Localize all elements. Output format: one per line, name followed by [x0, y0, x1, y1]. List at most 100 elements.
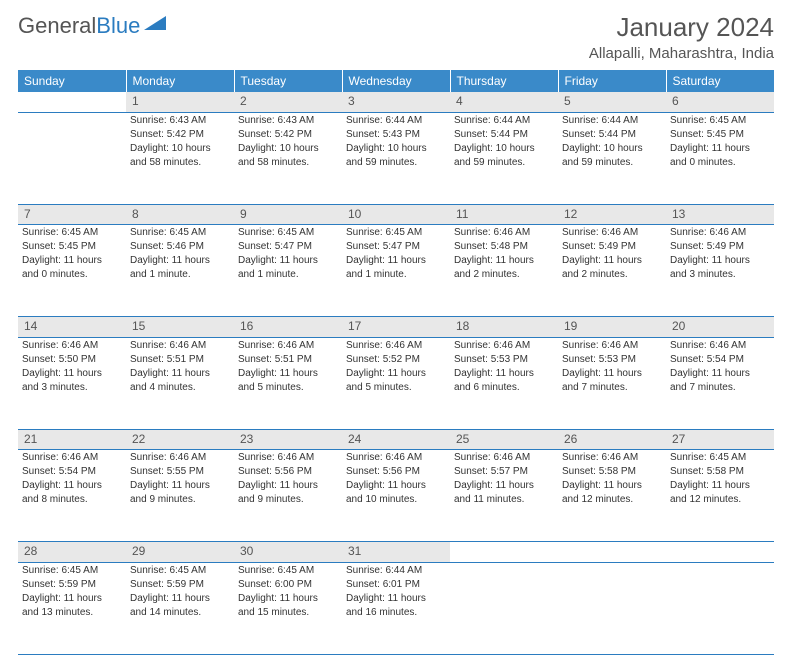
weekday-header: Tuesday [234, 70, 342, 92]
daylight-text: and 3 minutes. [670, 268, 770, 281]
sunrise-text: Sunrise: 6:45 AM [22, 226, 122, 239]
day-info-cell: Sunrise: 6:46 AMSunset: 5:49 PMDaylight:… [558, 225, 666, 317]
day-number-cell: 17 [342, 317, 450, 338]
daylight-text: Daylight: 11 hours [22, 254, 122, 267]
daylight-text: Daylight: 11 hours [670, 142, 770, 155]
day-number-cell: 6 [666, 92, 774, 112]
sunrise-text: Sunrise: 6:46 AM [238, 451, 338, 464]
sunrise-text: Sunrise: 6:46 AM [562, 226, 662, 239]
day-info-cell: Sunrise: 6:46 AMSunset: 5:56 PMDaylight:… [234, 450, 342, 542]
sunrise-text: Sunrise: 6:46 AM [130, 339, 230, 352]
day-info-cell: Sunrise: 6:45 AMSunset: 5:46 PMDaylight:… [126, 225, 234, 317]
daylight-text: and 7 minutes. [562, 381, 662, 394]
calendar-table: Sunday Monday Tuesday Wednesday Thursday… [18, 70, 774, 655]
day-number-cell [450, 542, 558, 563]
day-info-row: Sunrise: 6:46 AMSunset: 5:54 PMDaylight:… [18, 450, 774, 542]
day-info-cell: Sunrise: 6:46 AMSunset: 5:53 PMDaylight:… [450, 337, 558, 429]
day-info-cell: Sunrise: 6:45 AMSunset: 5:47 PMDaylight:… [342, 225, 450, 317]
sunrise-text: Sunrise: 6:45 AM [346, 226, 446, 239]
sunrise-text: Sunrise: 6:46 AM [670, 226, 770, 239]
sunrise-text: Sunrise: 6:45 AM [238, 564, 338, 577]
sunset-text: Sunset: 6:00 PM [238, 578, 338, 591]
sunrise-text: Sunrise: 6:46 AM [22, 339, 122, 352]
daylight-text: and 1 minute. [238, 268, 338, 281]
sunrise-text: Sunrise: 6:43 AM [238, 114, 338, 127]
sunset-text: Sunset: 5:51 PM [130, 353, 230, 366]
day-number-cell: 27 [666, 429, 774, 450]
day-number-cell: 2 [234, 92, 342, 112]
sunrise-text: Sunrise: 6:46 AM [22, 451, 122, 464]
logo-triangle-icon [144, 12, 166, 30]
daylight-text: and 0 minutes. [670, 156, 770, 169]
daylight-text: and 0 minutes. [22, 268, 122, 281]
day-number-cell: 11 [450, 204, 558, 225]
day-info-cell: Sunrise: 6:46 AMSunset: 5:54 PMDaylight:… [18, 450, 126, 542]
sunrise-text: Sunrise: 6:46 AM [562, 339, 662, 352]
daylight-text: and 5 minutes. [346, 381, 446, 394]
sunrise-text: Sunrise: 6:45 AM [238, 226, 338, 239]
day-info-cell: Sunrise: 6:46 AMSunset: 5:55 PMDaylight:… [126, 450, 234, 542]
daylight-text: and 13 minutes. [22, 606, 122, 619]
logo: GeneralBlue [18, 12, 166, 40]
day-info-cell [558, 562, 666, 654]
sunrise-text: Sunrise: 6:46 AM [346, 339, 446, 352]
day-info-row: Sunrise: 6:45 AMSunset: 5:59 PMDaylight:… [18, 562, 774, 654]
sunrise-text: Sunrise: 6:46 AM [130, 451, 230, 464]
daylight-text: Daylight: 11 hours [454, 479, 554, 492]
sunset-text: Sunset: 5:47 PM [346, 240, 446, 253]
day-info-cell: Sunrise: 6:43 AMSunset: 5:42 PMDaylight:… [234, 112, 342, 204]
sunset-text: Sunset: 5:47 PM [238, 240, 338, 253]
daylight-text: Daylight: 11 hours [130, 479, 230, 492]
day-info-cell: Sunrise: 6:45 AMSunset: 5:45 PMDaylight:… [666, 112, 774, 204]
day-info-cell [450, 562, 558, 654]
sunrise-text: Sunrise: 6:43 AM [130, 114, 230, 127]
daylight-text: and 7 minutes. [670, 381, 770, 394]
day-info-cell: Sunrise: 6:46 AMSunset: 5:53 PMDaylight:… [558, 337, 666, 429]
sunrise-text: Sunrise: 6:46 AM [238, 339, 338, 352]
day-number-row: 28293031 [18, 542, 774, 563]
daylight-text: and 59 minutes. [562, 156, 662, 169]
month-title: January 2024 [589, 12, 774, 43]
sunrise-text: Sunrise: 6:44 AM [346, 564, 446, 577]
day-number-cell: 26 [558, 429, 666, 450]
daylight-text: Daylight: 11 hours [562, 479, 662, 492]
daylight-text: and 1 minute. [130, 268, 230, 281]
daylight-text: Daylight: 10 hours [238, 142, 338, 155]
daylight-text: Daylight: 11 hours [22, 592, 122, 605]
location-title: Allapalli, Maharashtra, India [589, 45, 774, 62]
day-number-cell: 14 [18, 317, 126, 338]
day-number-cell: 31 [342, 542, 450, 563]
daylight-text: Daylight: 11 hours [238, 479, 338, 492]
sunset-text: Sunset: 5:53 PM [562, 353, 662, 366]
daylight-text: Daylight: 11 hours [130, 367, 230, 380]
sunset-text: Sunset: 5:45 PM [670, 128, 770, 141]
day-number-cell: 29 [126, 542, 234, 563]
sunrise-text: Sunrise: 6:44 AM [346, 114, 446, 127]
daylight-text: and 6 minutes. [454, 381, 554, 394]
day-info-cell [666, 562, 774, 654]
sunset-text: Sunset: 6:01 PM [346, 578, 446, 591]
weekday-header: Friday [558, 70, 666, 92]
daylight-text: Daylight: 10 hours [346, 142, 446, 155]
sunrise-text: Sunrise: 6:46 AM [562, 451, 662, 464]
logo-text-general: General [18, 13, 96, 39]
sunset-text: Sunset: 5:46 PM [130, 240, 230, 253]
day-number-cell: 25 [450, 429, 558, 450]
daylight-text: Daylight: 11 hours [454, 367, 554, 380]
day-info-cell: Sunrise: 6:46 AMSunset: 5:54 PMDaylight:… [666, 337, 774, 429]
day-number-cell: 18 [450, 317, 558, 338]
day-info-cell: Sunrise: 6:44 AMSunset: 5:44 PMDaylight:… [450, 112, 558, 204]
day-number-row: 14151617181920 [18, 317, 774, 338]
day-info-cell: Sunrise: 6:45 AMSunset: 5:58 PMDaylight:… [666, 450, 774, 542]
day-number-cell: 15 [126, 317, 234, 338]
day-info-cell: Sunrise: 6:45 AMSunset: 6:00 PMDaylight:… [234, 562, 342, 654]
daylight-text: Daylight: 11 hours [670, 367, 770, 380]
daylight-text: Daylight: 11 hours [130, 254, 230, 267]
day-number-cell [18, 92, 126, 112]
day-info-cell [18, 112, 126, 204]
daylight-text: and 8 minutes. [22, 493, 122, 506]
daylight-text: and 9 minutes. [130, 493, 230, 506]
day-number-cell: 19 [558, 317, 666, 338]
sunrise-text: Sunrise: 6:46 AM [454, 451, 554, 464]
daylight-text: Daylight: 11 hours [238, 254, 338, 267]
